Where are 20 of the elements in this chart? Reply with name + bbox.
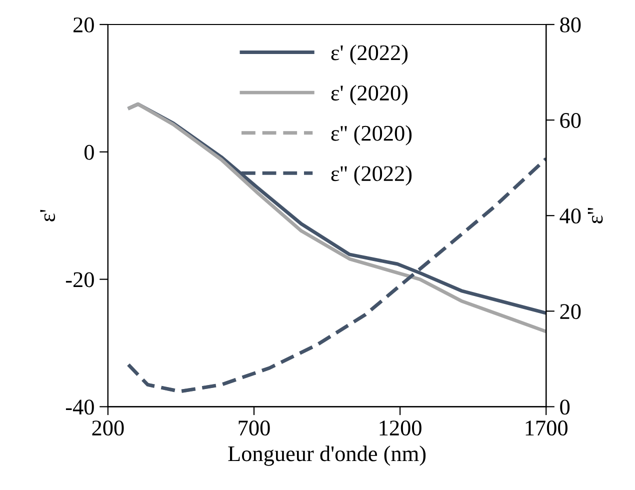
y2-tick-label: 0 bbox=[560, 400, 570, 415]
x-tick-label: 1200 bbox=[380, 420, 422, 436]
y2-tick-label: 40 bbox=[560, 208, 581, 224]
y-tick-label: -40 bbox=[66, 400, 94, 415]
y-tick-label: 0 bbox=[84, 144, 94, 160]
legend-label: ε'' (2020) bbox=[331, 125, 412, 146]
y-tick-label: 20 bbox=[74, 17, 94, 32]
y2-tick-label: 60 bbox=[560, 112, 581, 128]
x-tick-label: 700 bbox=[238, 420, 270, 436]
y2-axis-title: ε'' bbox=[588, 208, 603, 224]
legend-label: ε'' (2022) bbox=[331, 166, 412, 186]
y2-tick-label: 80 bbox=[560, 17, 581, 32]
y2-tick-label: 20 bbox=[560, 304, 581, 320]
x-tick-label: 200 bbox=[92, 420, 124, 436]
x-axis-title: Longueur d'onde (nm) bbox=[228, 446, 426, 466]
legend-label: ε' (2022) bbox=[331, 44, 408, 65]
legend-label: ε' (2020) bbox=[331, 84, 408, 106]
x-tick-label: 1700 bbox=[526, 420, 568, 436]
y-tick-label: -20 bbox=[66, 272, 94, 288]
y-axis-title: ε' bbox=[40, 210, 56, 222]
